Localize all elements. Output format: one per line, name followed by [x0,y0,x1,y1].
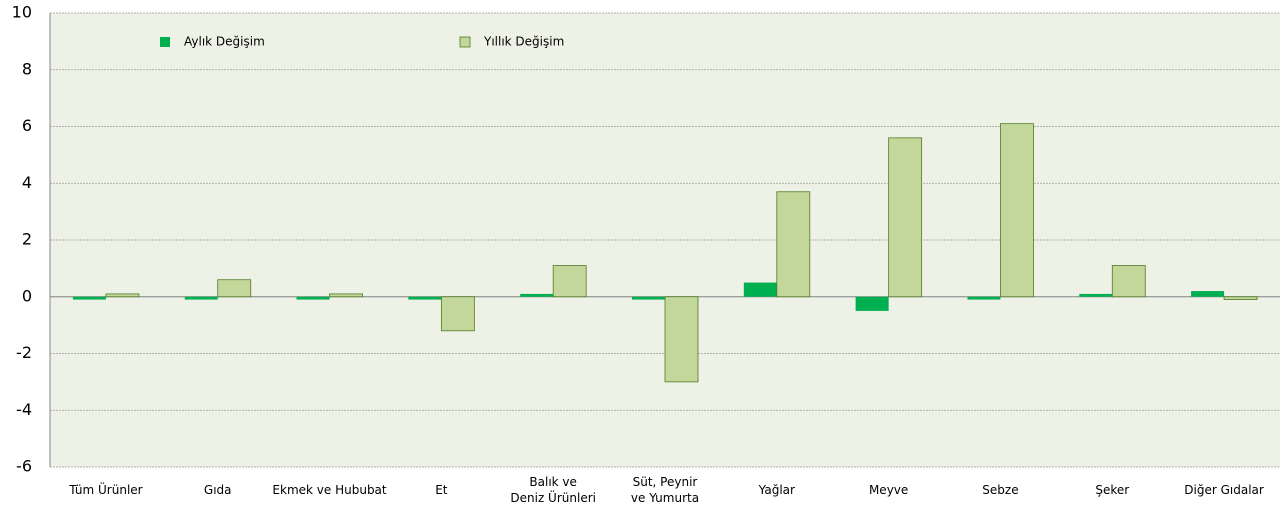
y-tick-label: 2 [22,230,32,249]
y-tick-label: -6 [16,457,32,476]
bar [967,296,1001,300]
legend-swatch [160,37,170,47]
legend-swatch [459,36,471,48]
bar [888,137,923,298]
legend-label: Aylık Değişim [184,35,265,49]
bar [552,265,587,298]
x-tick-label: Tüm Ürünler [69,483,143,497]
bar [217,279,252,298]
bar [1000,123,1034,298]
x-tick-label: Meyve [868,483,909,497]
bar [72,296,106,300]
y-tick-label: 10 [12,3,32,22]
bar [408,296,442,300]
y-tick-label: 0 [22,286,32,305]
bar [1191,291,1225,297]
bar [184,296,218,300]
x-tick-label: Diğer Gıdalar [1184,483,1264,497]
y-tick-label: 4 [22,173,32,192]
legend-label: Yıllık Değişim [483,35,564,49]
bar [1111,265,1146,298]
y-tick-label: 6 [22,116,32,135]
bar [632,296,665,300]
x-tick-label: Süt, Peynir ve Yumurta [630,475,700,505]
bar [296,296,330,300]
bar [520,293,554,297]
x-tick-label: Balık ve Deniz Ürünleri [510,475,596,505]
x-tick-label: Yağlar [758,483,795,497]
x-tick-label: Et [435,483,448,497]
bar [1079,293,1113,297]
bar [664,296,699,383]
bar [776,191,811,298]
bar [743,282,777,297]
x-tick-label: Sebze [982,483,1019,497]
bar [1223,296,1258,300]
bar [329,293,363,298]
y-tick-label: 8 [22,59,32,78]
y-tick-label: -4 [16,400,32,419]
x-tick-label: Şeker [1095,483,1130,497]
bar [440,296,475,332]
y-tick-label: -2 [16,343,32,362]
x-tick-label: Gıda [203,483,232,497]
x-tick-label: Ekmek ve Hububat [272,483,387,497]
bar [855,296,889,311]
bar [105,293,140,298]
